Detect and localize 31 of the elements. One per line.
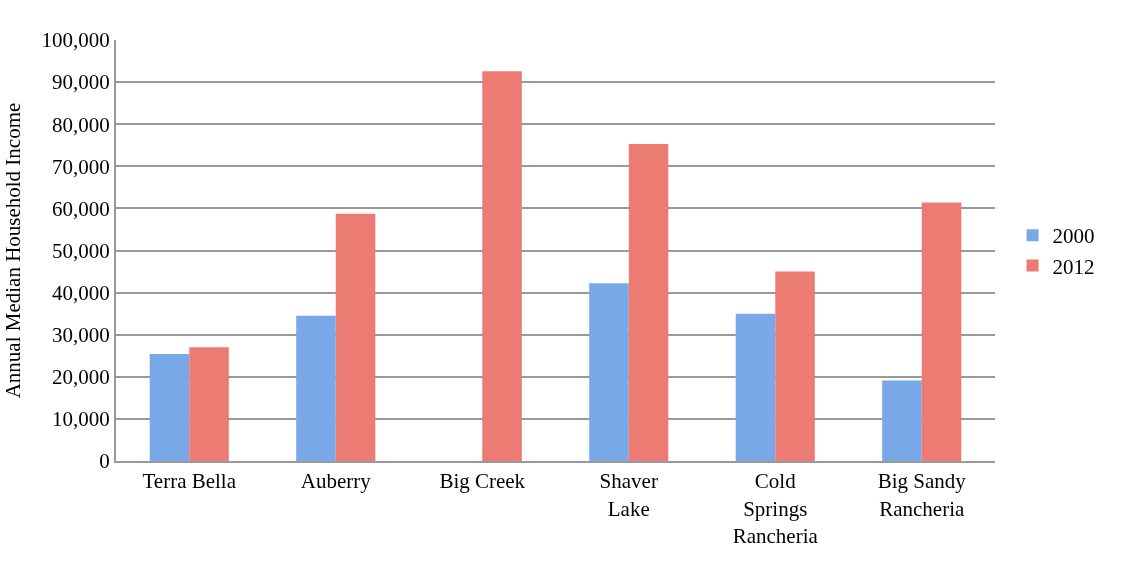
x-tick-label: Big Sandy Rancheria	[877, 469, 967, 521]
bar	[882, 380, 922, 461]
y-tick-label: 100,000	[41, 28, 110, 53]
bar	[921, 202, 962, 461]
bar	[335, 213, 376, 461]
y-tick-label: 20,000	[52, 365, 110, 390]
x-tick-label: Terra Bella	[142, 469, 237, 494]
x-tick-label: Auberry	[300, 469, 372, 494]
bar	[589, 283, 629, 461]
bar	[296, 315, 336, 461]
bar	[735, 313, 776, 461]
legend-label: 2000	[1052, 224, 1095, 249]
x-tick-label: Big Creek	[439, 469, 526, 494]
y-tick-label: 30,000	[52, 323, 110, 348]
x-tick-label: Shaver Lake	[599, 469, 658, 521]
y-tick-label: 50,000	[52, 238, 110, 263]
bar	[628, 143, 669, 461]
bar	[189, 347, 229, 461]
y-tick-label: 60,000	[52, 196, 110, 221]
y-tick-label: 80,000	[52, 112, 110, 137]
x-tick-label: Cold Springs Rancheria	[732, 469, 819, 548]
bar	[482, 71, 522, 461]
y-tick-label: 0	[99, 449, 110, 474]
bar	[775, 271, 815, 461]
y-axis-title: Annual Median Household Income	[1, 102, 26, 399]
y-tick-label: 10,000	[52, 407, 110, 432]
y-tick-label: 90,000	[52, 70, 110, 95]
legend-label: 2012	[1052, 254, 1095, 279]
y-tick-label: 70,000	[52, 154, 110, 179]
bar	[149, 354, 190, 461]
y-tick-label: 40,000	[52, 280, 110, 305]
